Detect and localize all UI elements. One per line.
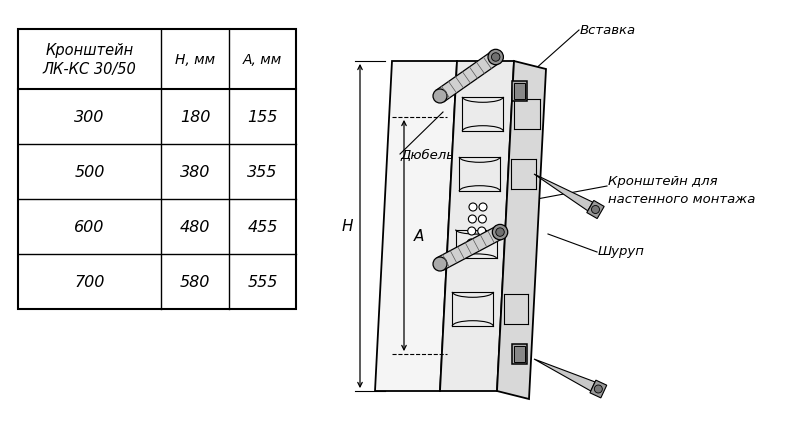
Circle shape: [479, 204, 487, 211]
Polygon shape: [497, 62, 546, 399]
Text: А: А: [414, 228, 424, 243]
Polygon shape: [534, 359, 595, 391]
Text: Н: Н: [342, 219, 353, 234]
Polygon shape: [590, 380, 606, 398]
Text: 600: 600: [74, 219, 105, 234]
Polygon shape: [586, 201, 604, 219]
Circle shape: [468, 227, 476, 236]
Circle shape: [488, 50, 503, 66]
Text: 455: 455: [247, 219, 278, 234]
Bar: [511, 344, 526, 364]
Text: А, мм: А, мм: [243, 53, 282, 67]
Circle shape: [468, 216, 476, 224]
Text: 380: 380: [180, 164, 210, 180]
Text: Н, мм: Н, мм: [175, 53, 215, 67]
Polygon shape: [440, 62, 514, 391]
Text: 180: 180: [180, 110, 210, 125]
Text: Дюбель: Дюбель: [400, 148, 454, 161]
Circle shape: [433, 257, 447, 271]
Polygon shape: [436, 52, 500, 103]
Text: 355: 355: [247, 164, 278, 180]
Circle shape: [491, 54, 500, 62]
Text: 500: 500: [74, 164, 105, 180]
Bar: [511, 82, 526, 102]
Circle shape: [467, 239, 475, 248]
Circle shape: [591, 206, 599, 214]
Bar: [514, 346, 525, 362]
Circle shape: [433, 90, 447, 104]
Text: Вставка: Вставка: [580, 23, 636, 36]
Text: 480: 480: [180, 219, 210, 234]
Text: Шуруп: Шуруп: [598, 245, 645, 258]
Text: Кронштейн для
настенного монтажа: Кронштейн для настенного монтажа: [608, 175, 755, 205]
Circle shape: [478, 227, 486, 236]
Text: 555: 555: [247, 274, 278, 289]
Circle shape: [496, 228, 504, 237]
Circle shape: [492, 225, 508, 240]
Circle shape: [477, 239, 485, 248]
Text: 700: 700: [74, 274, 105, 289]
Polygon shape: [437, 226, 503, 271]
Text: 300: 300: [74, 110, 105, 125]
Bar: [514, 84, 525, 100]
Polygon shape: [375, 62, 457, 391]
Polygon shape: [534, 175, 593, 211]
Text: 155: 155: [247, 110, 278, 125]
Text: 580: 580: [180, 274, 210, 289]
Circle shape: [478, 216, 486, 224]
Bar: [18, 30, 296, 309]
Circle shape: [594, 385, 602, 393]
Circle shape: [469, 204, 477, 211]
Text: Кронштейн
ЛК-КС 30/50: Кронштейн ЛК-КС 30/50: [42, 43, 136, 77]
